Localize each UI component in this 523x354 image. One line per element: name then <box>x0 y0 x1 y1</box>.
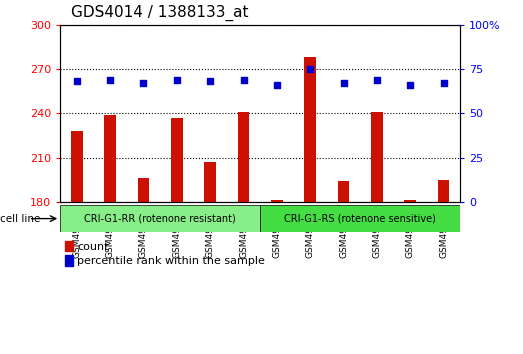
Point <box>173 77 181 82</box>
Bar <box>94 25 127 202</box>
Text: count: count <box>77 242 108 252</box>
Bar <box>204 162 216 202</box>
Bar <box>438 180 449 202</box>
Point <box>139 80 147 86</box>
Bar <box>427 25 460 202</box>
Bar <box>237 112 249 202</box>
Bar <box>371 112 383 202</box>
Bar <box>260 25 293 202</box>
Point <box>272 82 281 88</box>
Bar <box>104 115 116 202</box>
Bar <box>338 181 349 202</box>
Bar <box>60 25 94 202</box>
Bar <box>138 178 150 202</box>
Bar <box>171 118 183 202</box>
Bar <box>271 200 283 202</box>
Bar <box>127 25 160 202</box>
Point <box>73 79 81 84</box>
Bar <box>404 200 416 202</box>
Text: CRI-G1-RS (rotenone sensitive): CRI-G1-RS (rotenone sensitive) <box>285 213 436 224</box>
Text: cell line: cell line <box>0 213 40 224</box>
Bar <box>194 25 227 202</box>
Text: percentile rank within the sample: percentile rank within the sample <box>77 256 265 266</box>
Bar <box>227 25 260 202</box>
Point <box>240 77 248 82</box>
Bar <box>304 57 316 202</box>
Point <box>106 77 115 82</box>
Bar <box>160 25 194 202</box>
Bar <box>60 205 260 232</box>
Bar <box>293 25 327 202</box>
Point <box>406 82 414 88</box>
Bar <box>260 205 460 232</box>
Point <box>439 80 448 86</box>
Text: GDS4014 / 1388133_at: GDS4014 / 1388133_at <box>71 5 248 21</box>
Bar <box>71 131 83 202</box>
Point <box>206 79 214 84</box>
Point <box>306 66 314 72</box>
Point <box>373 77 381 82</box>
Bar <box>327 25 360 202</box>
Text: CRI-G1-RR (rotenone resistant): CRI-G1-RR (rotenone resistant) <box>84 213 236 224</box>
Bar <box>394 25 427 202</box>
Point <box>339 80 348 86</box>
Bar <box>360 25 393 202</box>
